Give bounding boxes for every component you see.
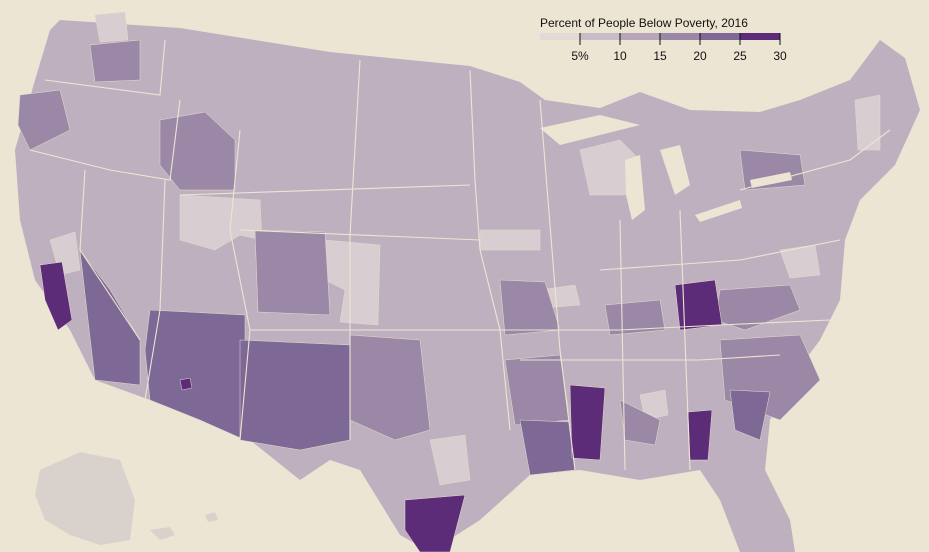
state-border bbox=[250, 319, 831, 331]
great-lakes bbox=[540, 115, 792, 222]
district-region bbox=[144, 309, 246, 441]
lake-huron bbox=[660, 145, 690, 195]
state-border bbox=[539, 99, 576, 471]
district-region bbox=[739, 149, 806, 191]
district-region bbox=[159, 111, 236, 191]
legend: Percent of People Below Poverty, 2016 5%… bbox=[540, 16, 787, 63]
district-region bbox=[179, 377, 193, 391]
legend-ticks: 5% 10 15 20 25 30 bbox=[571, 33, 787, 63]
low-poverty-regions bbox=[49, 11, 881, 486]
district-region bbox=[239, 339, 351, 451]
legend-swatch bbox=[620, 33, 660, 40]
district-region bbox=[89, 39, 141, 83]
district-region bbox=[479, 229, 541, 251]
state-border bbox=[619, 219, 626, 471]
district-region bbox=[254, 229, 331, 316]
state-border bbox=[679, 209, 691, 471]
lake-superior bbox=[540, 115, 640, 145]
district-region bbox=[604, 299, 666, 336]
legend-swatch bbox=[580, 33, 620, 40]
district-region bbox=[179, 194, 263, 251]
lake-michigan bbox=[625, 155, 645, 220]
legend-swatch bbox=[740, 33, 780, 40]
legend-title: Percent of People Below Poverty, 2016 bbox=[540, 16, 748, 30]
district-region bbox=[779, 244, 821, 279]
legend-swatch bbox=[660, 33, 700, 40]
district-region bbox=[79, 249, 141, 386]
legend-swatch bbox=[540, 33, 580, 40]
district-region bbox=[687, 409, 713, 461]
state-border bbox=[79, 169, 141, 341]
legend-tick-label: 20 bbox=[693, 49, 707, 63]
district-region bbox=[404, 494, 466, 552]
state-border bbox=[144, 179, 166, 401]
lake-ontario bbox=[750, 172, 792, 188]
legend-swatch bbox=[700, 33, 740, 40]
state-border bbox=[469, 69, 511, 431]
state-border bbox=[599, 239, 841, 271]
lake-erie bbox=[695, 200, 742, 222]
state-border bbox=[229, 129, 251, 441]
district-region bbox=[17, 89, 71, 151]
alaska bbox=[35, 452, 135, 545]
district-region bbox=[519, 419, 576, 476]
district-region bbox=[619, 399, 661, 446]
district-region bbox=[729, 389, 771, 441]
state-border bbox=[44, 39, 166, 96]
legend-tick-label: 15 bbox=[653, 49, 667, 63]
state-border bbox=[239, 229, 481, 241]
alaska-islands bbox=[150, 512, 218, 540]
legend-tick-label: 5% bbox=[571, 49, 589, 63]
highest-poverty-regions bbox=[39, 261, 723, 552]
legend-tick-label: 25 bbox=[733, 49, 747, 63]
legend-color-bar bbox=[540, 33, 780, 40]
district-region bbox=[569, 384, 606, 461]
state-border bbox=[179, 184, 471, 196]
district-region bbox=[854, 94, 881, 151]
district-region bbox=[504, 354, 571, 426]
legend-tick-label: 10 bbox=[613, 49, 627, 63]
district-region bbox=[429, 434, 471, 486]
state-border bbox=[29, 99, 181, 181]
high-poverty-regions bbox=[79, 249, 771, 476]
legend-tick-label: 30 bbox=[773, 49, 787, 63]
mid-poverty-regions bbox=[17, 39, 821, 446]
state-border bbox=[520, 354, 781, 361]
district-region bbox=[94, 11, 129, 43]
district-region bbox=[349, 334, 431, 441]
state-borders bbox=[29, 39, 891, 471]
district-region bbox=[674, 279, 723, 331]
district-region bbox=[39, 261, 73, 331]
